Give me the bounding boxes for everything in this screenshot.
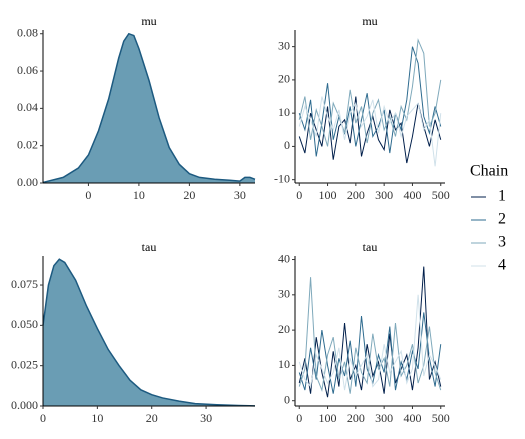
trace-line <box>298 294 442 391</box>
y-tick-label: 0.025 <box>11 357 38 371</box>
legend-label: 3 <box>498 234 506 251</box>
panel-title: mu <box>362 14 377 28</box>
y-tick-label: 0.075 <box>11 277 38 291</box>
x-tick-label: 400 <box>403 188 421 202</box>
x-tick-label: 300 <box>375 411 393 425</box>
y-tick-label: 0.02 <box>17 137 38 151</box>
x-tick-label: 10 <box>91 411 103 425</box>
y-tick-label: -10 <box>274 171 290 185</box>
x-tick-label: 20 <box>146 411 158 425</box>
x-tick-label: 500 <box>432 188 450 202</box>
x-tick-label: 30 <box>200 411 212 425</box>
y-tick-label: 30 <box>278 287 290 301</box>
y-tick-label: 0.04 <box>17 100 38 114</box>
trace-line <box>298 96 442 167</box>
y-tick-label: 10 <box>278 105 290 119</box>
x-tick-label: 300 <box>375 188 393 202</box>
y-tick-label: 30 <box>278 38 290 52</box>
x-tick-label: 200 <box>347 188 365 202</box>
y-tick-label: 40 <box>278 251 290 265</box>
y-tick-label: 0.000 <box>11 398 38 412</box>
x-tick-label: 0 <box>85 188 91 202</box>
trace-line <box>298 96 442 164</box>
y-tick-label: 10 <box>278 357 290 371</box>
x-tick-label: 0 <box>296 188 302 202</box>
panel-title: mu <box>141 14 156 28</box>
x-tick-label: 0 <box>40 411 46 425</box>
legend-title: Chain <box>470 163 508 180</box>
legend-label: 1 <box>498 188 506 205</box>
x-tick-label: 100 <box>319 188 337 202</box>
legend-label: 2 <box>498 211 506 228</box>
x-tick-label: 500 <box>432 411 450 425</box>
density-fill <box>43 259 255 406</box>
x-tick-label: 0 <box>296 411 302 425</box>
y-tick-label: 0.050 <box>11 317 38 331</box>
trace-line <box>298 277 442 394</box>
x-tick-label: 30 <box>234 188 246 202</box>
y-tick-label: 0.08 <box>17 25 38 39</box>
y-tick-label: 0.06 <box>17 63 38 77</box>
density-line <box>42 32 256 184</box>
y-tick-label: 0.00 <box>17 175 38 189</box>
legend-label: 4 <box>498 257 506 274</box>
trace-line <box>298 38 442 147</box>
y-tick-label: 20 <box>278 72 290 86</box>
y-tick-label: 20 <box>278 322 290 336</box>
density-line <box>42 258 256 407</box>
panel-title: tau <box>142 240 157 254</box>
x-tick-label: 100 <box>319 411 337 425</box>
x-tick-label: 20 <box>183 188 195 202</box>
density-fill <box>43 33 255 184</box>
panel-title: tau <box>363 240 378 254</box>
trace-line <box>298 312 442 394</box>
y-tick-label: 0 <box>284 392 290 406</box>
x-tick-label: 10 <box>133 188 145 202</box>
trace-line <box>298 46 442 157</box>
x-tick-label: 200 <box>347 411 365 425</box>
y-tick-label: 0 <box>284 138 290 152</box>
x-tick-label: 400 <box>403 411 421 425</box>
